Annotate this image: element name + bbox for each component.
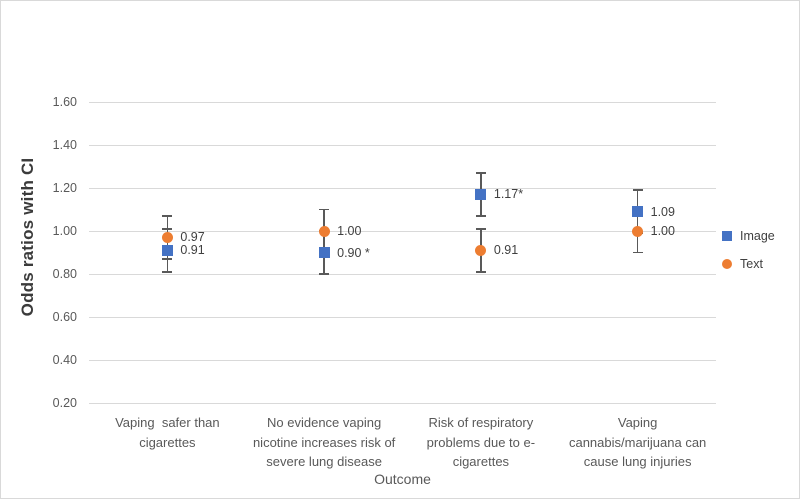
category-label: No evidence vaping nicotine increases ri… (252, 415, 396, 469)
text-series-marker (632, 225, 644, 237)
gridline (89, 101, 716, 103)
gridline (89, 144, 716, 146)
image-series-marker (318, 247, 330, 258)
error-bar-cap (319, 273, 330, 275)
image-series-marker (161, 244, 173, 256)
error-bar-cap (475, 228, 486, 230)
data-label: 1.00 (650, 224, 675, 238)
y-axis-tick-label: 1.40 (52, 138, 77, 152)
category-label: Vaping cannabis/marijuana can cause lung… (568, 415, 707, 469)
error-bar-cap (632, 251, 643, 254)
image-series-marker (475, 188, 487, 200)
y-axis-tick-label: 1.60 (52, 95, 77, 109)
error-bar-cap (475, 215, 486, 217)
gridline (89, 316, 716, 318)
data-label: 1.17* (493, 187, 524, 202)
image-series-square-icon (722, 231, 732, 241)
text-series-marker (161, 231, 173, 243)
gridline (89, 273, 716, 275)
y-axis-tick-label: 0.40 (52, 353, 77, 367)
data-label: 1.00 (337, 224, 362, 238)
data-label: 0.91 (493, 243, 519, 258)
error-bar-cap (319, 208, 330, 211)
legend-label-text: Text (740, 257, 763, 271)
gridline (89, 187, 716, 189)
category-label: Vaping safer than cigarettes (115, 415, 220, 450)
y-axis-tick-label: 0.20 (52, 396, 77, 410)
gridline (89, 402, 716, 404)
data-label: 0.90 * (337, 245, 370, 260)
category-label: Risk of respiratory problems due to e- c… (426, 415, 536, 469)
legend: Image Text (722, 225, 775, 281)
legend-item-image: Image (722, 225, 775, 247)
gridline (89, 359, 716, 361)
y-axis-tick-label: 1.00 (52, 224, 77, 238)
error-bar-cap (475, 271, 486, 273)
legend-label-image: Image (740, 229, 775, 243)
y-axis-tick-label: 0.80 (52, 267, 77, 281)
error-bar-cap (162, 215, 173, 217)
y-axis-tick-label: 1.20 (52, 181, 77, 195)
error-bar-cap (162, 258, 173, 260)
y-axis-tick-label: 0.60 (52, 310, 77, 324)
error-bar-cap (632, 189, 643, 191)
text-series-circle-icon (722, 259, 732, 269)
x-axis-title: Outcome (374, 471, 431, 487)
data-label: 0.97 (180, 230, 205, 245)
error-bar-cap (162, 271, 173, 273)
data-label: 0.91 (180, 243, 205, 258)
legend-item-text: Text (722, 253, 775, 275)
error-bar-cap (475, 172, 486, 174)
data-label: 1.09 (650, 204, 675, 219)
text-series-marker (475, 244, 487, 256)
text-series-marker (318, 225, 330, 237)
image-series-marker (632, 206, 644, 218)
gridline (89, 230, 716, 232)
